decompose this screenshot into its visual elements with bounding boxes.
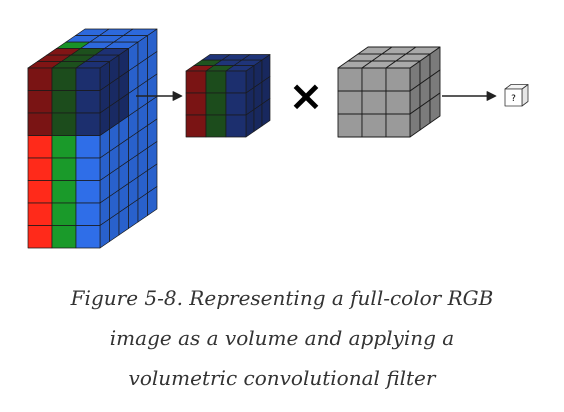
- volume-front-cell: [27, 180, 53, 204]
- arrow-to-output-head: [486, 91, 497, 101]
- volume-filter-front-cell: [51, 90, 77, 114]
- volume-side-cell: [147, 186, 158, 216]
- filter-rgb-front-cell: [185, 92, 207, 116]
- volume-filter-front-cell: [27, 90, 53, 114]
- filter-gray-front-cell: [385, 90, 411, 115]
- arrow-to-output: [442, 91, 497, 101]
- rgb-image-volume: [27, 28, 158, 249]
- filter-rgb-front-cell: [185, 70, 207, 94]
- caption-line-3: volumetric convolutional filter: [128, 366, 436, 390]
- filter-gray-front-cell: [385, 67, 411, 92]
- volume-front-cell: [75, 202, 101, 226]
- filter-gray-front-cell: [337, 113, 363, 138]
- filter-gray-front-cell: [361, 113, 387, 138]
- multiply-operator: ×: [288, 71, 323, 120]
- volume-front-cell: [51, 202, 77, 226]
- volume-front-cell: [27, 135, 53, 159]
- filter-rgb-top-cell: [241, 54, 271, 61]
- filter-rgb-front-cell: [205, 92, 227, 116]
- volume-front-cell: [51, 180, 77, 204]
- volume-front-cell: [27, 225, 53, 249]
- output-cube-front: [504, 88, 523, 107]
- arrow-to-filter-head: [172, 91, 183, 101]
- volume-front-cell: [51, 135, 77, 159]
- volume-filter-front-cell: [75, 112, 101, 136]
- filter-rgb-front-cell: [205, 70, 227, 94]
- volume-front-cell: [51, 225, 77, 249]
- volume-filter-front-cell: [27, 67, 53, 91]
- volume-front-cell: [51, 157, 77, 181]
- rgb-volume-convolution-diagram: × ?: [27, 28, 529, 249]
- arrow-to-filter: [136, 91, 183, 101]
- volume-filter-front-cell: [51, 112, 77, 136]
- filter-gray-front-cell: [337, 90, 363, 115]
- output-value-cube: ?: [504, 84, 529, 107]
- volume-filter-side-cell: [118, 93, 129, 123]
- filter-gray-front-cell: [361, 67, 387, 92]
- volume-top-cell: [123, 28, 158, 36]
- volume-front-cell: [75, 225, 101, 249]
- volume-filter-front-cell: [51, 67, 77, 91]
- filter-rgb-front-cell: [225, 92, 247, 116]
- volume-front-cell: [75, 180, 101, 204]
- filter-rgb-front-cell: [225, 70, 247, 94]
- output-question-mark: ?: [511, 94, 516, 104]
- filter-gray-front-cell: [385, 113, 411, 138]
- filter-gray-top-cell: [405, 46, 441, 55]
- filter-gray-side-cell: [429, 92, 441, 124]
- volume-front-cell: [75, 157, 101, 181]
- filter-gray-front-cell: [361, 90, 387, 115]
- volume-filter-front-cell: [75, 90, 101, 114]
- filter-rgb-front-cell: [205, 114, 227, 138]
- caption-line-2: image as a volume and applying a: [109, 326, 455, 350]
- filter-gray-front-cell: [337, 67, 363, 92]
- volume-front-cell: [75, 135, 101, 159]
- volume-front-cell: [27, 157, 53, 181]
- rgb-filter-cube: [185, 54, 271, 138]
- volume-front-cell: [27, 202, 53, 226]
- figure-caption: Figure 5-8. Representing a full-color RG…: [0, 278, 564, 398]
- volume-filter-top-cell: [94, 48, 129, 56]
- volume-filter-front-cell: [27, 112, 53, 136]
- filter-rgb-front-cell: [185, 114, 207, 138]
- filter-rgb-side-cell: [261, 98, 271, 127]
- volume-filter-front-cell: [75, 67, 101, 91]
- filter-rgb-front-cell: [225, 114, 247, 138]
- gray-filter-cube: [337, 46, 441, 138]
- caption-line-1: Figure 5-8. Representing a full-color RG…: [70, 286, 494, 310]
